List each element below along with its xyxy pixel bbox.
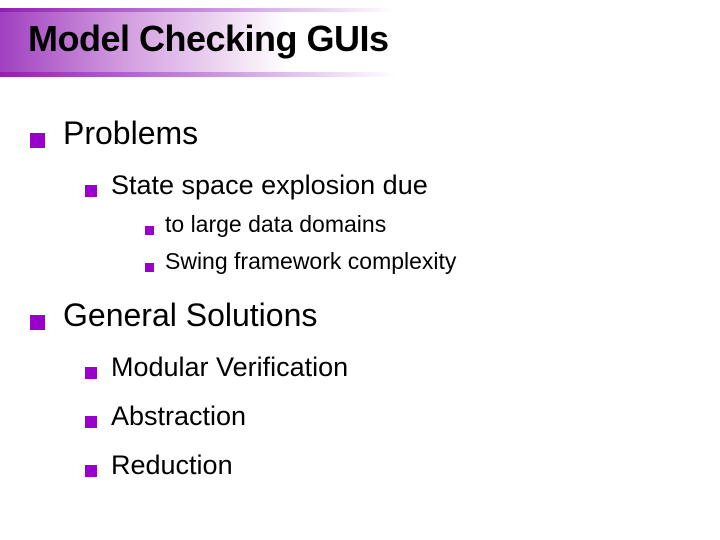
square-bullet-icon	[85, 416, 97, 428]
square-bullet-icon	[85, 185, 97, 197]
item-text: Swing framework complexity	[165, 248, 456, 275]
square-bullet-icon	[85, 465, 97, 477]
item-text: Modular Verification	[111, 352, 348, 383]
list-item: Problems	[30, 115, 720, 152]
item-text: Reduction	[111, 450, 233, 481]
item-text: State space explosion due	[111, 170, 428, 201]
list-item: to large data domains	[145, 211, 720, 238]
square-bullet-icon	[30, 315, 45, 330]
square-bullet-icon	[145, 226, 154, 235]
slide-content: Problems State space explosion due to la…	[0, 95, 720, 481]
square-bullet-icon	[85, 367, 97, 379]
item-text: Problems	[63, 115, 198, 152]
item-text: to large data domains	[165, 211, 386, 238]
header-underline	[0, 72, 720, 77]
list-item: State space explosion due	[85, 170, 720, 201]
list-item: Abstraction	[85, 401, 720, 432]
list-item: General Solutions	[30, 297, 720, 334]
item-text: General Solutions	[63, 297, 317, 334]
square-bullet-icon	[145, 263, 154, 272]
slide-header: Model Checking GUIs	[0, 0, 720, 80]
list-item: Modular Verification	[85, 352, 720, 383]
list-item: Swing framework complexity	[145, 248, 720, 275]
square-bullet-icon	[30, 133, 45, 148]
slide-title: Model Checking GUIs	[28, 18, 389, 60]
list-item: Reduction	[85, 450, 720, 481]
slide: Model Checking GUIs Problems State space…	[0, 0, 720, 540]
item-text: Abstraction	[111, 401, 246, 432]
